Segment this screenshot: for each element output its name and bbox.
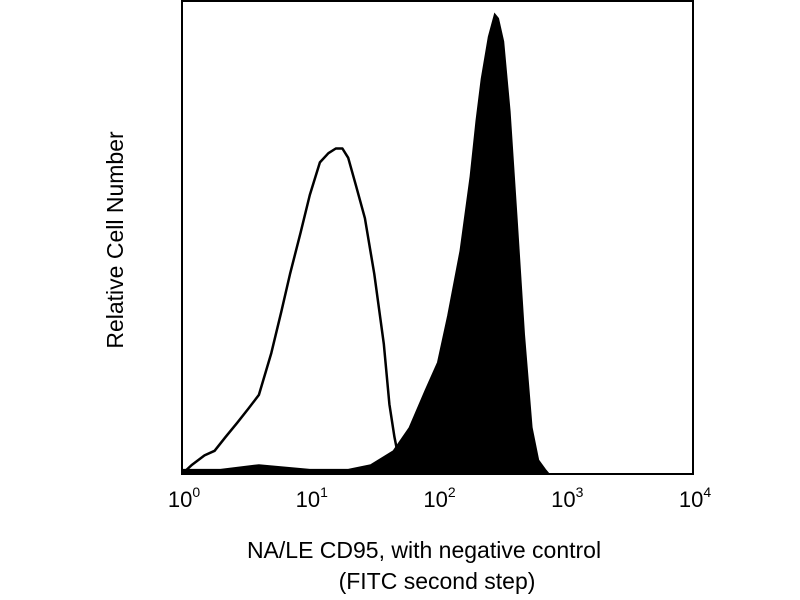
control-histogram-outline <box>181 147 411 475</box>
x-axis-label-line-2: (FITC second step) <box>339 568 536 594</box>
y-axis-label: Relative Cell Number <box>102 131 128 349</box>
x-tick-label: 103 <box>551 484 583 512</box>
sample-histogram-filled <box>181 12 551 475</box>
x-axis-ticks: 100 101 102 103 104 <box>168 484 711 512</box>
x-axis-label-line-1: NA/LE CD95, with negative control <box>247 537 601 563</box>
x-tick-label: 101 <box>296 484 328 512</box>
x-tick-label: 104 <box>679 484 711 512</box>
x-tick-label: 102 <box>423 484 455 512</box>
x-tick-label: 100 <box>168 484 200 512</box>
series-layer <box>181 12 551 475</box>
